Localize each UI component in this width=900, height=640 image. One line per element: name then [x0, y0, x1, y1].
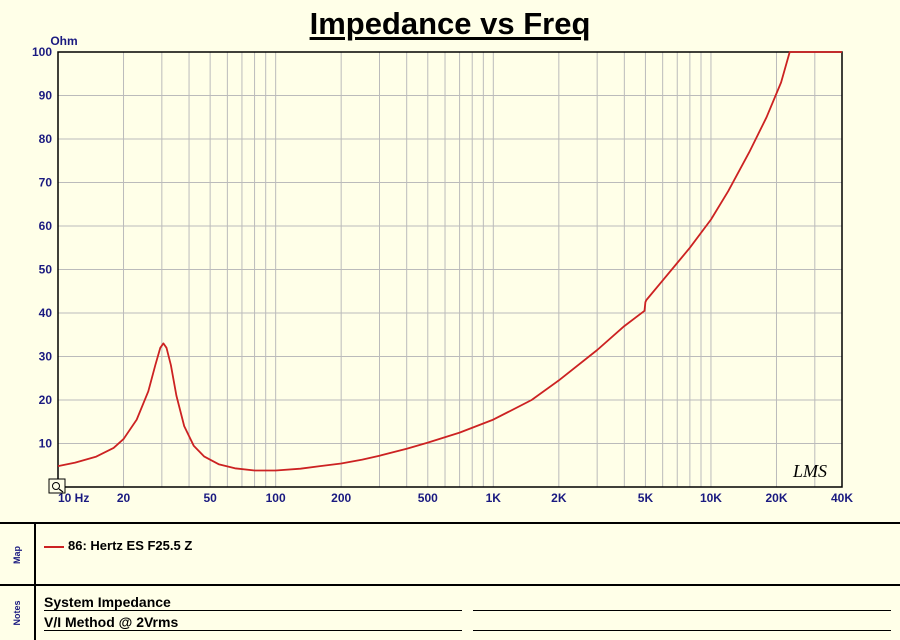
chart-title: Impedance vs Freq [309, 6, 591, 41]
notes-rule-3 [44, 630, 462, 631]
notes-rule-4 [473, 630, 891, 631]
impedance-chart: 10 Hz 20 50 100 200 500 1K 2K 5K 10K 20K 40K 10 20 30 4… [32, 34, 853, 505]
x-tick-label: 10K [700, 491, 722, 505]
series-layer [57, 51, 842, 472]
corner-icon-lens [52, 482, 60, 490]
y-tick-label: 90 [39, 89, 53, 103]
y-tick-label: 20 [39, 393, 53, 407]
x-tick-label: 50 [203, 491, 217, 505]
y-tick-label: 30 [39, 350, 53, 364]
notes-rule-1 [44, 610, 462, 611]
tick-labels: 10 Hz 20 50 100 200 500 1K 2K 5K 10K 20K 40K 10 20 30 4… [32, 45, 853, 505]
notes-panel: Notes System Impedance V/I Method @ 2Vrm… [0, 584, 900, 640]
grid [58, 52, 842, 487]
y-tick-label: 100 [32, 45, 52, 59]
y-tick-label: 10 [39, 437, 53, 451]
x-tick-label: 40K [831, 491, 853, 505]
x-tick-label: 500 [418, 491, 438, 505]
impedance-trace [57, 51, 842, 472]
x-tick-label: 20K [765, 491, 787, 505]
notes-line-1: System Impedance [44, 594, 171, 610]
map-side-label: Map [0, 524, 36, 586]
x-tick-label: 20 [117, 491, 131, 505]
corner-icon-box [48, 478, 66, 494]
notes-side-label: Notes [0, 586, 36, 640]
y-tick-label: 60 [39, 219, 53, 233]
x-tick-label: 200 [331, 491, 351, 505]
lms-watermark: LMS [792, 461, 827, 481]
notes-rule-2 [473, 610, 891, 611]
map-label: Map [12, 546, 22, 564]
x-tick-label: 10 Hz [58, 491, 89, 505]
y-tick-label: 50 [39, 263, 53, 277]
x-tick-label: 2K [551, 491, 567, 505]
x-tick-label: 1K [486, 491, 502, 505]
legend-entry: 86: Hertz ES F25.5 Z [68, 538, 193, 553]
y-tick-label: 70 [39, 176, 53, 190]
notes-label: Notes [12, 600, 22, 626]
map-panel: Map 86: Hertz ES F25.5 Z [0, 522, 900, 586]
plot-frame [57, 51, 843, 488]
x-tick-label: 100 [266, 491, 286, 505]
legend-swatch [44, 546, 64, 548]
y-axis-label: Ohm [50, 34, 77, 48]
x-tick-label: 5K [638, 491, 654, 505]
y-tick-label: 80 [39, 132, 53, 146]
zoom-reset-icon[interactable] [48, 478, 66, 494]
notes-line-2: V/I Method @ 2Vrms [44, 614, 179, 630]
y-tick-label: 40 [39, 306, 53, 320]
corner-icon-handle [58, 488, 64, 493]
